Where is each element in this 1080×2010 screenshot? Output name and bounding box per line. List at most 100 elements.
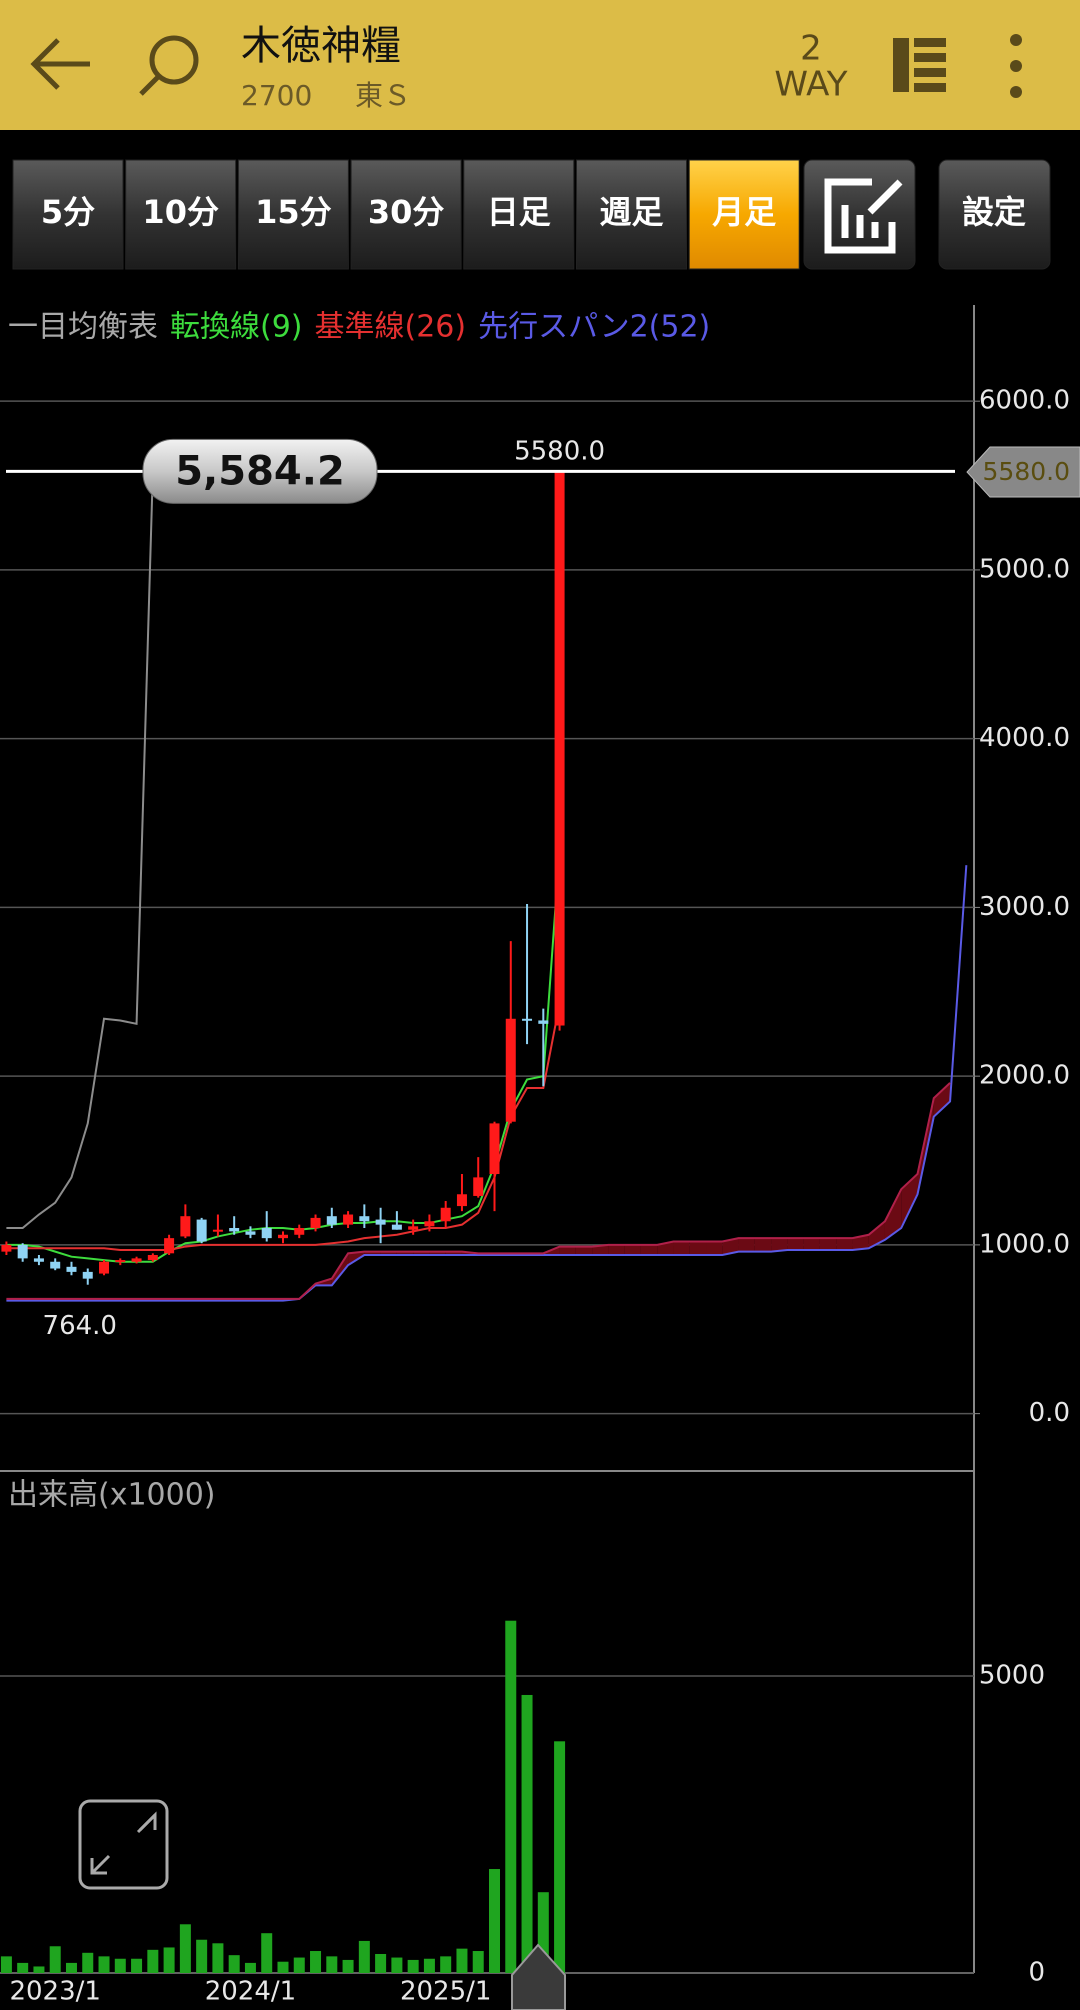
candle-body (33, 1258, 44, 1262)
cloud (689, 1241, 707, 1256)
last-price-label: 5580.0 (983, 457, 1070, 486)
volume-bar (82, 1952, 94, 1973)
candle-body (277, 1234, 288, 1239)
volume-bar (440, 1956, 452, 1973)
y-tick-label: 0 (1028, 1958, 1045, 1988)
x-tick-label: 2023/1 (9, 1977, 100, 2007)
candle-body (147, 1255, 158, 1261)
chart-settings-button[interactable] (803, 159, 916, 270)
volume-bar (98, 1956, 110, 1973)
candle-body (17, 1244, 28, 1259)
cloud (836, 1238, 853, 1250)
candle-body (359, 1216, 370, 1222)
candle-body (196, 1219, 207, 1242)
volume-bar (537, 1892, 549, 1973)
tab-background (463, 159, 575, 270)
volume-bar (131, 1958, 143, 1973)
cloud (722, 1238, 739, 1256)
low-label: 764.0 (43, 1311, 117, 1341)
back-button[interactable] (30, 38, 90, 90)
stock-code: 2700 (241, 79, 312, 112)
scroll-handle[interactable] (511, 1943, 566, 2010)
header-bar (0, 0, 1080, 130)
tab-label: 30分 (368, 193, 445, 231)
tab-button[interactable]: 日足 (463, 159, 575, 270)
cloud (787, 1238, 804, 1250)
cloud (852, 1234, 869, 1250)
tab-button[interactable]: 月足 (688, 159, 800, 270)
volume-bar (456, 1948, 468, 1973)
candle-body (180, 1216, 191, 1237)
volume-bar (521, 1694, 533, 1973)
crosshair-bubble (142, 438, 378, 504)
volume-bar (489, 1869, 500, 1973)
cloud (673, 1241, 690, 1256)
tab-label: 日足 (487, 193, 551, 231)
settings-label: 設定 (962, 193, 1026, 231)
high-label: 5580.0 (514, 437, 605, 467)
indicator-line (6, 1082, 951, 1300)
candle-body (229, 1228, 240, 1232)
volume-bar (17, 1962, 29, 1973)
candle-body (489, 1123, 500, 1175)
two-way-button[interactable]: 2 WAY (774, 29, 847, 105)
volume-bar (472, 1951, 484, 1973)
y-tick-label: 5000.0 (979, 554, 1070, 584)
tab-label: 月足 (712, 193, 776, 231)
volume-bar (342, 1959, 354, 1973)
candle-body (424, 1221, 435, 1227)
cloud (933, 1082, 951, 1117)
tab-label: 5分 (41, 193, 95, 231)
cloud (559, 1246, 576, 1256)
volume-bar (212, 1943, 224, 1973)
tab-button[interactable]: 30分 (350, 159, 462, 270)
y-tick-label: 1000.0 (979, 1229, 1070, 1259)
menu-button[interactable] (1010, 34, 1022, 98)
volume-bar (554, 1741, 566, 1973)
candle-body (131, 1258, 142, 1262)
way-number: 2 (800, 29, 822, 69)
volume-bar (423, 1958, 435, 1973)
cloud (640, 1244, 658, 1256)
volume-bar (0, 1956, 12, 1973)
tab-label: 15分 (255, 193, 332, 231)
cloud (884, 1189, 902, 1240)
volume-bar (261, 1933, 273, 1973)
volume-bar (407, 1959, 419, 1973)
volume-bar (505, 1620, 517, 1973)
candle-body (456, 1194, 467, 1207)
cloud (624, 1244, 641, 1256)
cloud (706, 1241, 723, 1256)
search-button[interactable] (139, 35, 199, 96)
tab-background (576, 159, 687, 270)
candle-body (66, 1266, 77, 1272)
y-tick-label: 2000.0 (979, 1061, 1070, 1091)
volume-bar (375, 1953, 387, 1973)
volume-bar (49, 1946, 61, 1973)
candle-body (261, 1228, 272, 1239)
candle-body (212, 1229, 223, 1232)
indicator-line (6, 849, 561, 1263)
tab-button[interactable]: 週足 (576, 159, 687, 270)
list-button[interactable] (893, 38, 946, 92)
tab-button[interactable]: 15分 (237, 159, 349, 270)
cloud (738, 1238, 755, 1252)
tab-button[interactable]: 5分 (12, 159, 124, 270)
volume-bar (65, 1962, 77, 1973)
candle-body (505, 1018, 516, 1122)
settings-button[interactable]: 設定 (938, 159, 1051, 270)
tab-button[interactable]: 10分 (125, 159, 237, 270)
expand-button[interactable] (78, 1799, 169, 1890)
price-plot: 0.0 1000.0 2000.0 3000.0 4000.0 5000.0 6000.0 0… (0, 310, 1080, 2007)
stock-name: 木徳神糧 (241, 23, 401, 69)
tab-background (350, 159, 462, 270)
volume-bar (293, 1957, 305, 1973)
candle-body (522, 1018, 533, 1021)
legend-entry: 先行スパン2(52) (478, 310, 710, 345)
candle-body (115, 1260, 126, 1263)
volume-bar (326, 1956, 338, 1973)
tab-background (237, 159, 349, 270)
cloud (819, 1238, 837, 1250)
